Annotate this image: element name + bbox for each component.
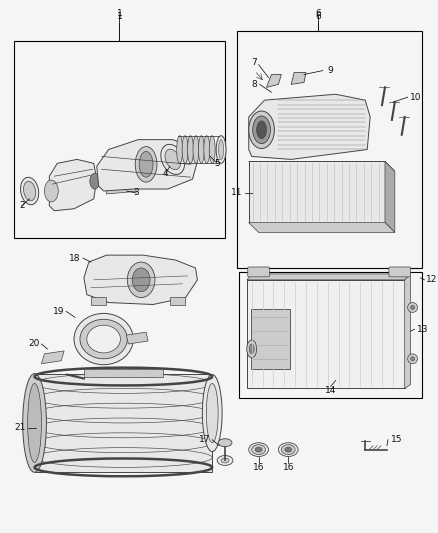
Ellipse shape bbox=[281, 445, 295, 455]
Ellipse shape bbox=[187, 136, 194, 163]
Text: 7: 7 bbox=[251, 58, 257, 67]
Ellipse shape bbox=[218, 439, 232, 447]
Ellipse shape bbox=[135, 147, 157, 182]
Bar bbox=[239, 272, 423, 398]
Bar bbox=[106, 183, 136, 194]
Ellipse shape bbox=[198, 136, 204, 163]
Ellipse shape bbox=[204, 136, 210, 163]
Polygon shape bbox=[247, 280, 405, 389]
Polygon shape bbox=[249, 161, 385, 223]
Polygon shape bbox=[84, 255, 198, 304]
Text: 6: 6 bbox=[315, 9, 321, 18]
Text: 20: 20 bbox=[28, 340, 39, 349]
FancyBboxPatch shape bbox=[248, 267, 269, 277]
Bar bbox=[170, 296, 184, 304]
Polygon shape bbox=[385, 161, 395, 232]
Ellipse shape bbox=[132, 268, 150, 292]
Polygon shape bbox=[405, 274, 410, 389]
Bar bbox=[14, 41, 225, 238]
Bar bbox=[91, 296, 106, 304]
Text: 5: 5 bbox=[214, 159, 220, 168]
Ellipse shape bbox=[202, 375, 222, 451]
Ellipse shape bbox=[249, 443, 268, 456]
Ellipse shape bbox=[252, 445, 265, 455]
Bar bbox=[237, 31, 423, 268]
Ellipse shape bbox=[257, 121, 266, 139]
Polygon shape bbox=[247, 274, 410, 280]
Polygon shape bbox=[35, 374, 212, 472]
Ellipse shape bbox=[74, 313, 133, 365]
Text: 1: 1 bbox=[117, 9, 122, 18]
Text: 2: 2 bbox=[19, 201, 25, 211]
Ellipse shape bbox=[177, 136, 183, 163]
Text: 21: 21 bbox=[14, 423, 26, 432]
Ellipse shape bbox=[182, 136, 188, 163]
Ellipse shape bbox=[21, 177, 39, 205]
Text: 1: 1 bbox=[117, 12, 122, 21]
Ellipse shape bbox=[44, 180, 58, 202]
Text: 3: 3 bbox=[133, 189, 139, 197]
Ellipse shape bbox=[193, 136, 199, 163]
Ellipse shape bbox=[139, 151, 153, 177]
Ellipse shape bbox=[24, 181, 35, 201]
Polygon shape bbox=[97, 140, 198, 191]
Text: 9: 9 bbox=[328, 66, 334, 75]
Ellipse shape bbox=[219, 140, 223, 159]
Ellipse shape bbox=[255, 447, 262, 452]
Text: 10: 10 bbox=[410, 93, 421, 102]
Ellipse shape bbox=[127, 262, 155, 297]
Polygon shape bbox=[126, 332, 148, 344]
Ellipse shape bbox=[217, 456, 233, 465]
Ellipse shape bbox=[221, 458, 229, 463]
Ellipse shape bbox=[285, 447, 292, 452]
Text: 14: 14 bbox=[325, 386, 336, 395]
Ellipse shape bbox=[253, 116, 270, 143]
Polygon shape bbox=[266, 75, 281, 87]
Text: 4: 4 bbox=[163, 169, 169, 177]
Polygon shape bbox=[251, 310, 290, 369]
Text: 13: 13 bbox=[417, 325, 428, 334]
Ellipse shape bbox=[90, 173, 100, 189]
Polygon shape bbox=[291, 72, 306, 84]
Polygon shape bbox=[42, 351, 64, 364]
Ellipse shape bbox=[23, 374, 46, 472]
Polygon shape bbox=[249, 223, 395, 232]
Text: 6: 6 bbox=[315, 12, 321, 21]
Ellipse shape bbox=[161, 144, 185, 174]
Text: 8: 8 bbox=[252, 80, 258, 89]
Circle shape bbox=[408, 354, 417, 364]
Text: 16: 16 bbox=[283, 463, 294, 472]
Ellipse shape bbox=[249, 111, 275, 149]
Circle shape bbox=[408, 303, 417, 312]
Ellipse shape bbox=[247, 340, 257, 358]
Ellipse shape bbox=[249, 344, 254, 354]
Text: 12: 12 bbox=[427, 276, 438, 284]
Ellipse shape bbox=[279, 443, 298, 456]
Polygon shape bbox=[49, 159, 97, 211]
FancyBboxPatch shape bbox=[389, 267, 410, 277]
Ellipse shape bbox=[87, 325, 120, 353]
Ellipse shape bbox=[209, 136, 215, 163]
Text: 18: 18 bbox=[70, 254, 81, 263]
Ellipse shape bbox=[165, 149, 180, 169]
Text: 17: 17 bbox=[199, 435, 210, 444]
Text: 19: 19 bbox=[53, 307, 64, 316]
Polygon shape bbox=[84, 369, 163, 376]
Ellipse shape bbox=[206, 383, 218, 443]
Ellipse shape bbox=[28, 383, 42, 463]
Polygon shape bbox=[249, 94, 370, 159]
Text: 16: 16 bbox=[253, 463, 265, 472]
Ellipse shape bbox=[216, 136, 226, 163]
Ellipse shape bbox=[80, 319, 127, 359]
Text: 15: 15 bbox=[391, 435, 403, 444]
Circle shape bbox=[410, 357, 415, 361]
Polygon shape bbox=[249, 161, 395, 171]
Circle shape bbox=[410, 305, 415, 310]
Text: 11: 11 bbox=[231, 189, 243, 197]
